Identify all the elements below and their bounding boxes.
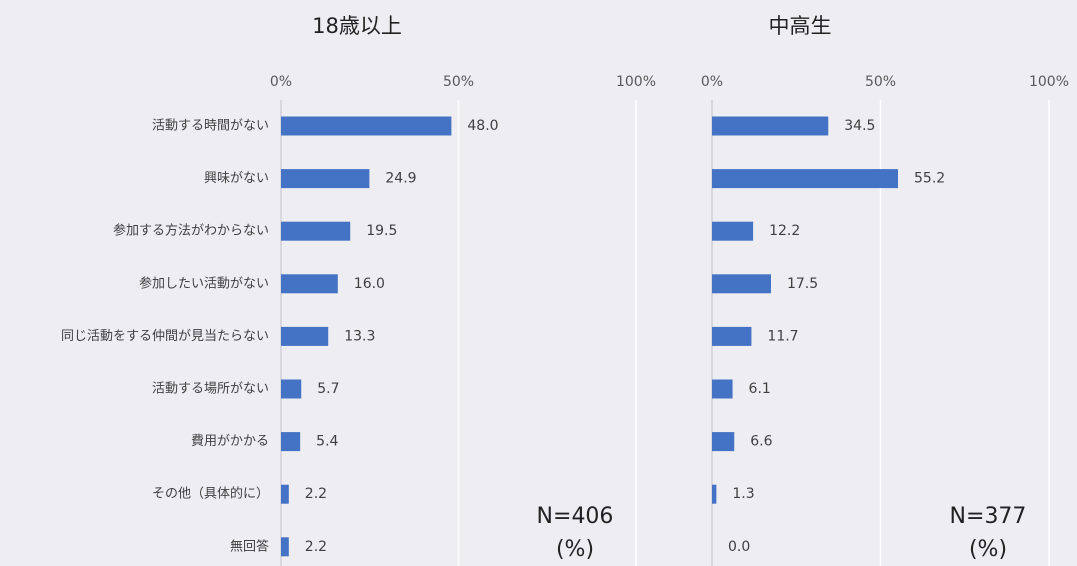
bar: [712, 221, 754, 241]
bar: [281, 537, 289, 557]
value-label: 0.0: [728, 539, 750, 555]
annotation: N=377: [950, 504, 1027, 529]
category-label: 参加したい活動がない: [139, 275, 269, 291]
category-label: 活動する場所がない: [152, 382, 269, 397]
value-label: 2.2: [305, 539, 327, 555]
value-label: 11.7: [767, 328, 798, 344]
bar: [712, 116, 829, 136]
bar: [281, 432, 301, 452]
value-label: 5.7: [317, 381, 339, 397]
x-tick-label: 0%: [270, 74, 292, 90]
value-label: 24.9: [385, 171, 416, 187]
value-label: 16.0: [354, 276, 385, 292]
value-label: 34.5: [844, 118, 875, 134]
annotation: (%): [556, 537, 594, 562]
category-label: 興味がない: [204, 171, 269, 186]
value-label: 48.0: [467, 118, 498, 134]
bar: [281, 221, 351, 241]
bar: [281, 116, 452, 136]
bar: [281, 379, 302, 399]
category-label: 活動する時間がない: [152, 119, 269, 134]
category-label: 費用がかかる: [191, 434, 269, 449]
value-label: 17.5: [787, 276, 818, 292]
bar: [281, 326, 329, 346]
x-tick-label: 50%: [443, 74, 474, 90]
value-label: 1.3: [732, 486, 754, 502]
x-tick-label: 50%: [865, 74, 896, 90]
value-label: 5.4: [316, 434, 338, 450]
x-tick-label: 100%: [1029, 74, 1069, 90]
category-label: 参加する方法がわからない: [113, 223, 269, 239]
value-label: 13.3: [344, 328, 375, 344]
chart-title: 18歳以上: [312, 14, 402, 38]
bar: [281, 169, 370, 189]
annotation: (%): [969, 537, 1007, 562]
bar: [712, 274, 771, 294]
bar: [712, 432, 735, 452]
x-tick-label: 100%: [616, 74, 656, 90]
value-label: 2.2: [305, 486, 327, 502]
bar: [712, 326, 752, 346]
value-label: 12.2: [769, 223, 800, 239]
chart-title: 中高生: [769, 14, 832, 38]
bar: [281, 484, 289, 504]
category-label: 同じ活動をする仲間が見当たらない: [61, 329, 269, 344]
bar: [281, 274, 338, 294]
bar: [712, 379, 733, 399]
value-label: 55.2: [914, 171, 945, 187]
bar: [712, 484, 717, 504]
value-label: 6.1: [749, 381, 771, 397]
value-label: 6.6: [750, 434, 772, 450]
annotation: N=406: [537, 504, 614, 529]
x-tick-label: 0%: [701, 74, 723, 90]
category-label: 無回答: [230, 538, 269, 554]
category-label: その他（具体的に）: [152, 486, 269, 502]
value-label: 19.5: [366, 223, 397, 239]
bar: [712, 169, 899, 189]
